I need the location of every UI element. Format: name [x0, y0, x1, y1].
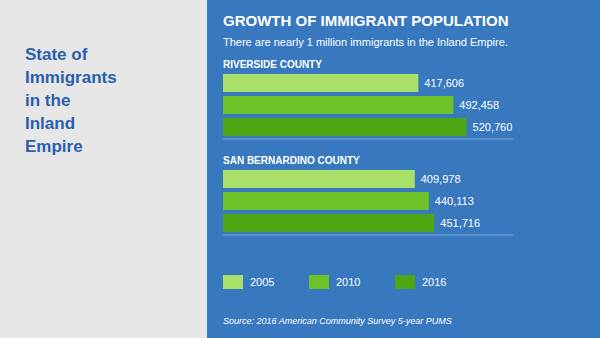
subtitle: There are nearly 1 million immigrants in…: [223, 36, 508, 48]
bar: [223, 96, 453, 114]
source: Source: 2016 American Community Survey 5…: [223, 316, 452, 326]
left-title-line: State of: [25, 45, 88, 64]
legend-label: 2016: [422, 276, 446, 288]
data-label: 492,458: [459, 99, 499, 111]
legend-label: 2010: [336, 276, 360, 288]
left-title-line: Empire: [25, 137, 83, 156]
legend-swatch: [309, 275, 329, 289]
bar: [223, 74, 418, 92]
data-label: 520,760: [473, 121, 513, 133]
data-label: 417,606: [424, 77, 464, 89]
title: GROWTH OF IMMIGRANT POPULATION: [223, 12, 509, 29]
bar: [223, 170, 415, 188]
data-label: 409,978: [421, 173, 461, 185]
bar: [223, 214, 434, 232]
chart-root: State of Immigrants in the Inland Empire GROW…: [0, 0, 600, 338]
left-title-line: Inland: [25, 114, 75, 133]
axis-line: [223, 139, 513, 140]
left-title: State of Immigrants in the Inland Empire: [25, 45, 117, 156]
legend-swatch: [395, 275, 415, 289]
bar: [223, 192, 429, 210]
bar: [223, 118, 467, 136]
data-label: 440,113: [435, 195, 474, 207]
legend-label: 2005: [250, 276, 274, 288]
left-panel: [0, 0, 207, 338]
bar-group: [223, 74, 467, 136]
category-label: SAN BERNARDINO COUNTY: [223, 155, 360, 166]
bar-group: [223, 170, 434, 232]
chart-svg: State of Immigrants in the Inland Empire GROW…: [0, 0, 600, 338]
legend-swatch: [223, 275, 243, 289]
axis-line: [223, 235, 513, 236]
category-label: RIVERSIDE COUNTY: [223, 59, 322, 70]
right-panel: [207, 0, 600, 338]
left-title-line: in the: [25, 91, 70, 110]
data-label: 451,716: [440, 217, 480, 229]
left-title-line: Immigrants: [25, 68, 117, 87]
